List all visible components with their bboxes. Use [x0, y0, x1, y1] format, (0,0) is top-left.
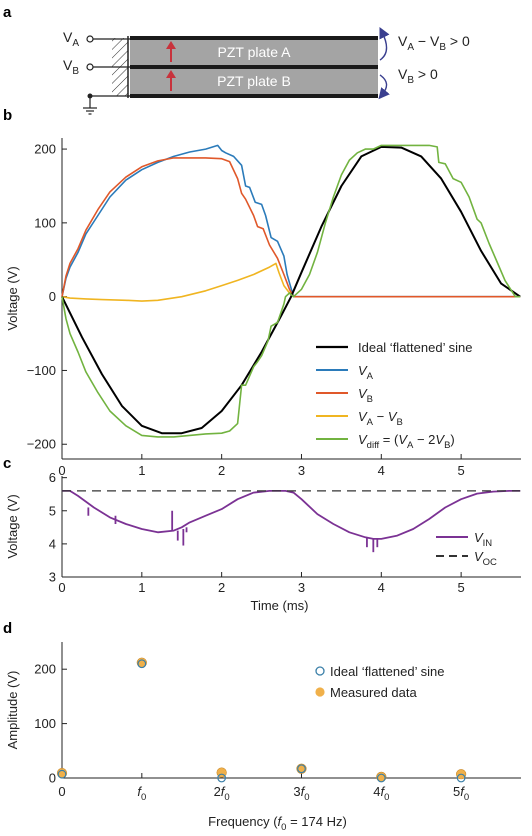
b-xtick-label: 2: [218, 463, 225, 478]
b-legend-label-ideal: Ideal ‘flattened’ sine: [358, 340, 472, 355]
d-point-ideal: [57, 769, 67, 779]
d-ylabel: Amplitude (V): [5, 671, 20, 750]
c-xtick-label: 4: [378, 580, 385, 595]
c-ytick-label: 6: [49, 470, 56, 485]
c-xlabel: Time (ms): [250, 598, 308, 613]
b-ytick-label: 0: [49, 289, 56, 304]
electrode-top: [130, 36, 378, 40]
b-series-va: [61, 144, 521, 298]
plate-b-label: PZT plate B: [217, 73, 291, 89]
b-ylabel: Voltage (V): [5, 266, 20, 330]
b-xtick-label: 5: [458, 463, 465, 478]
b-ytick-label: 200: [34, 142, 56, 157]
c-xtick-label: 0: [58, 580, 65, 595]
d-xtick-label: 5f0: [453, 784, 469, 803]
annotation-va-minus-vb: VA − VB > 0: [398, 33, 470, 53]
b-legend-label-vab: VA − VB: [358, 409, 403, 428]
c-ytick-label: 3: [49, 570, 56, 585]
annotation-arrow-b: [378, 74, 390, 100]
polarization-arrow-a: [166, 41, 176, 62]
label-vb: VB: [63, 57, 79, 77]
d-point-ideal: [217, 773, 227, 783]
c-xtick-label: 2: [218, 580, 225, 595]
b-xtick-label: 0: [58, 463, 65, 478]
d-xtick-label: 4f0: [373, 784, 389, 803]
d-legend-label-measured: Measured data: [330, 685, 417, 700]
d-ytick-label: 200: [34, 662, 56, 677]
annotation-vb: VB > 0: [398, 66, 438, 86]
panel-label-d: d: [3, 620, 12, 637]
annotation-arrow-ab: [379, 26, 390, 61]
c-ylabel: Voltage (V): [5, 494, 20, 558]
electrode-middle: [130, 65, 378, 69]
panel-d-chart: 0 100 200 0 f0 2f0 3f0 4f0 5f0 Frequency (f0 = 17…: [5, 642, 521, 833]
b-series-vab: [61, 262, 295, 302]
b-ytick-label: −200: [27, 437, 56, 452]
d-legend-swatch-measured: [315, 687, 325, 697]
electrode-bottom: [130, 94, 378, 98]
b-ytick-label: −100: [27, 363, 56, 378]
d-point-ideal: [297, 764, 306, 774]
terminal-vb: [86, 63, 94, 71]
panel-label-c: c: [3, 455, 11, 472]
c-xtick-label: 5: [458, 580, 465, 595]
b-legend-label-vdiff: Vdiff = (VA − 2VB): [358, 432, 455, 451]
d-xtick-label: 2f0: [214, 784, 230, 803]
b-xtick-label: 3: [298, 463, 305, 478]
label-va: VA: [63, 29, 79, 49]
panel-label-a: a: [3, 4, 12, 21]
b-series-vb: [61, 157, 521, 298]
c-xtick-label: 3: [298, 580, 305, 595]
d-point-ideal: [137, 659, 147, 669]
c-ytick-label: 4: [49, 536, 56, 551]
d-ytick-label: 100: [34, 716, 56, 731]
b-legend-label-va: VA: [358, 363, 374, 382]
panel-a: a PZT plate A PZT plate B VA VB: [3, 4, 470, 115]
c-xtick-label: 1: [138, 580, 145, 595]
d-legend-label-ideal: Ideal ‘flattened’ sine: [330, 664, 444, 679]
d-xtick-label: 3f0: [293, 784, 309, 803]
b-series-ideal: [61, 145, 521, 435]
d-legend: Ideal ‘flattened’ sine Measured data: [315, 664, 444, 700]
panel-label-b: b: [3, 107, 12, 124]
b-legend-label-vb: VB: [358, 386, 373, 405]
d-xlabel: Frequency (f0 = 174 Hz): [208, 814, 347, 833]
plate-a-label: PZT plate A: [218, 44, 292, 60]
c-ytick-label: 5: [49, 503, 56, 518]
d-ytick-label: 0: [49, 771, 56, 786]
d-point-ideal: [376, 773, 386, 783]
ground-symbol: [83, 93, 130, 115]
b-xtick-label: 1: [138, 463, 145, 478]
panel-b-chart: −200 −100 0 100 200 0 1 2 3 4 5 Voltage (V) Ideal ‘f…: [5, 138, 521, 478]
b-legend: Ideal ‘flattened’ sine VA VB VA − VB Vdiff =…: [316, 340, 472, 451]
c-legend-label-voc: VOC: [474, 549, 497, 568]
b-ytick-label: 100: [34, 215, 56, 230]
polarization-arrow-b: [166, 70, 176, 91]
c-legend-label-vin: VIN: [474, 530, 492, 549]
d-xtick-label: 0: [58, 784, 65, 799]
c-series-vin: [62, 489, 521, 540]
b-series-vdiff: [61, 144, 521, 438]
d-point-ideal: [456, 773, 466, 783]
d-xtick-label: f0: [137, 784, 146, 803]
terminal-va: [86, 35, 94, 43]
d-legend-swatch-ideal: [315, 666, 325, 676]
b-xtick-label: 4: [378, 463, 385, 478]
